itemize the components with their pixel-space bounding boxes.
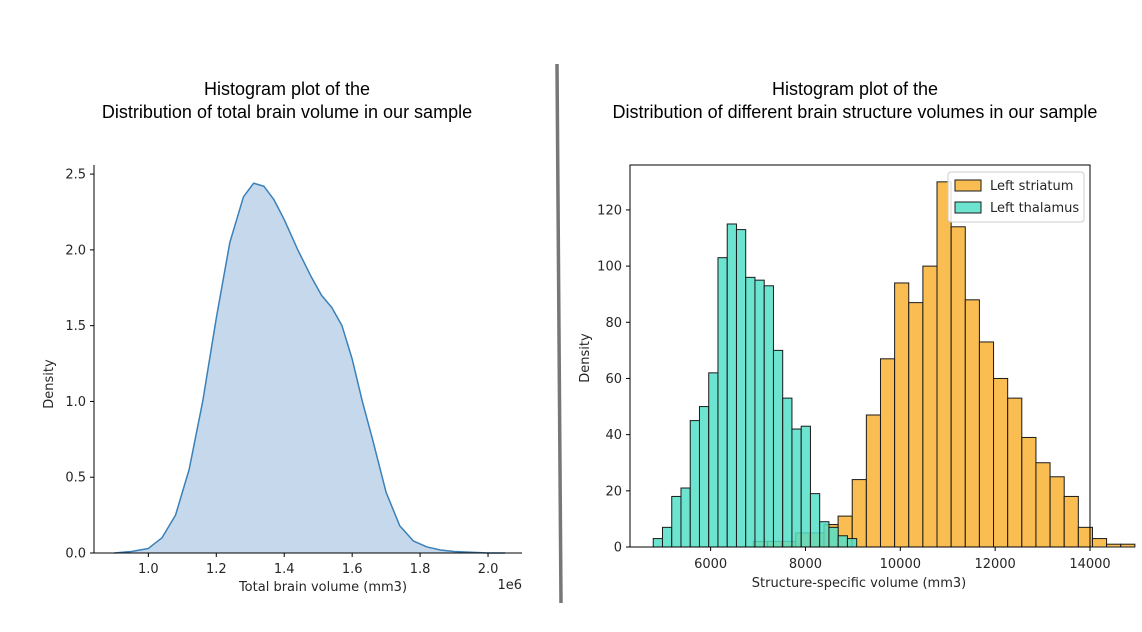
thalamus-bar — [652, 538, 663, 548]
legend-box — [947, 171, 1085, 223]
left-y-axis-label: Density — [42, 359, 57, 409]
left-y-tick-label: 0.5 — [65, 471, 86, 486]
thalamus-bar — [708, 372, 719, 548]
striatum-bar — [993, 377, 1009, 548]
striatum-bar — [894, 282, 910, 548]
right-x-tick-label: 14000 — [1069, 557, 1110, 572]
right-histogram-chart: 6000 8000 10000 12000 14000 0 20 40 60 80 100 120 St… — [578, 164, 1136, 591]
left-x-tick-label: 1.4 — [274, 562, 295, 577]
thalamus-bar — [791, 428, 802, 548]
left-y-tick-label: 2.0 — [65, 243, 86, 258]
left-chart-title-line2: Distribution of total brain volume in ou… — [101, 102, 473, 122]
right-chart-title: Histogram plot of the Distribution of di… — [585, 78, 1125, 124]
thalamus-bar — [754, 279, 765, 548]
left-x-axis-label: Total brain volume (mm3) — [238, 580, 407, 595]
thalamus-bar — [837, 535, 848, 548]
right-y-tick-label: 120 — [597, 203, 622, 218]
left-x-tick-label: 2.0 — [478, 562, 499, 577]
thalamus-bar — [819, 521, 830, 548]
right-plot-frame — [629, 164, 1091, 548]
thalamus-bar — [680, 487, 691, 548]
striatum-bar — [1091, 538, 1108, 548]
panel-divider — [555, 63, 563, 604]
striatum-bar — [1063, 495, 1079, 548]
thalamus-bar — [745, 276, 756, 548]
striatum-bar — [1021, 436, 1037, 548]
right-x-tick-label: 6000 — [694, 557, 727, 572]
right-y-tick-label: 40 — [605, 428, 622, 443]
striatum-bar — [1106, 543, 1122, 548]
left-chart-title: Histogram plot of the Distribution of to… — [62, 78, 512, 124]
thalamus-bar — [846, 538, 858, 548]
legend-swatch — [954, 179, 982, 192]
striatum-bar — [1120, 543, 1136, 548]
legend-swatch — [954, 201, 982, 214]
striatum-bar — [1049, 476, 1065, 548]
striatum-bar — [851, 479, 867, 548]
striatum-bar — [865, 414, 881, 548]
striatum-bar — [922, 265, 938, 548]
right-x-tick-label: 12000 — [974, 557, 1015, 572]
striatum-bar — [964, 299, 980, 548]
striatum-bar — [908, 302, 924, 548]
striatum-bar — [936, 181, 952, 548]
left-y-tick-label: 2.5 — [65, 168, 86, 183]
right-y-tick-label: 0 — [614, 541, 622, 556]
right-y-tick-label: 20 — [605, 484, 622, 499]
left-x-tick-label: 1.6 — [342, 562, 363, 577]
kde-area — [114, 183, 506, 553]
striatum-bar — [1007, 397, 1023, 548]
left-y-tick-label: 1.5 — [65, 319, 86, 334]
thalamus-bar — [828, 526, 839, 548]
thalamus-bar — [782, 397, 793, 548]
right-y-tick-label: 80 — [605, 316, 622, 331]
right-x-tick-label: 10000 — [880, 557, 921, 572]
left-chart-title-line1: Histogram plot of the — [203, 79, 371, 99]
left-x-tick-label: 1.0 — [138, 562, 159, 577]
thalamus-bar — [726, 223, 737, 548]
thalamus-bar — [772, 349, 784, 548]
right-chart-title-line2: Distribution of different brain structur… — [612, 102, 1098, 122]
left-kde-chart: 1.0 1.2 1.4 1.6 1.8 2.0 0.0 0.5 1.0 1.5 2.0 2.5 Tota… — [42, 165, 522, 595]
thalamus-bar — [661, 526, 673, 548]
left-x-tick-label: 1.8 — [410, 562, 431, 577]
striatum-bar — [950, 226, 966, 548]
right-legend: Left striatum Left thalamus — [947, 171, 1085, 223]
thalamus-bar — [735, 229, 747, 548]
thalamus-bar — [809, 493, 821, 548]
right-y-tick-label: 100 — [597, 260, 622, 275]
left-x-tick-label: 1.2 — [206, 562, 227, 577]
left-y-tick-label: 0.0 — [65, 547, 86, 562]
thalamus-bar — [671, 495, 682, 548]
right-y-tick-label: 60 — [605, 372, 622, 387]
thalamus-bar — [689, 420, 700, 548]
striatum-bar — [978, 341, 995, 548]
kde-line — [114, 182, 506, 554]
legend-label: Left striatum — [990, 179, 1073, 194]
right-x-axis-label: Structure-specific volume (mm3) — [752, 576, 966, 591]
right-y-axis-label: Density — [578, 333, 593, 383]
striatum-bar — [1035, 462, 1051, 548]
thalamus-bar — [763, 285, 774, 548]
right-x-tick-label: 8000 — [789, 557, 822, 572]
thalamus-bar — [698, 406, 710, 548]
striatum-bar — [879, 358, 896, 548]
thalamus-bar — [717, 257, 728, 548]
right-chart-title-line1: Histogram plot of the — [771, 79, 939, 99]
thalamus-bar — [800, 425, 811, 548]
left-y-tick-label: 1.0 — [65, 395, 86, 410]
legend-label: Left thalamus — [990, 201, 1079, 216]
left-x-offset-text: 1e6 — [497, 578, 522, 593]
